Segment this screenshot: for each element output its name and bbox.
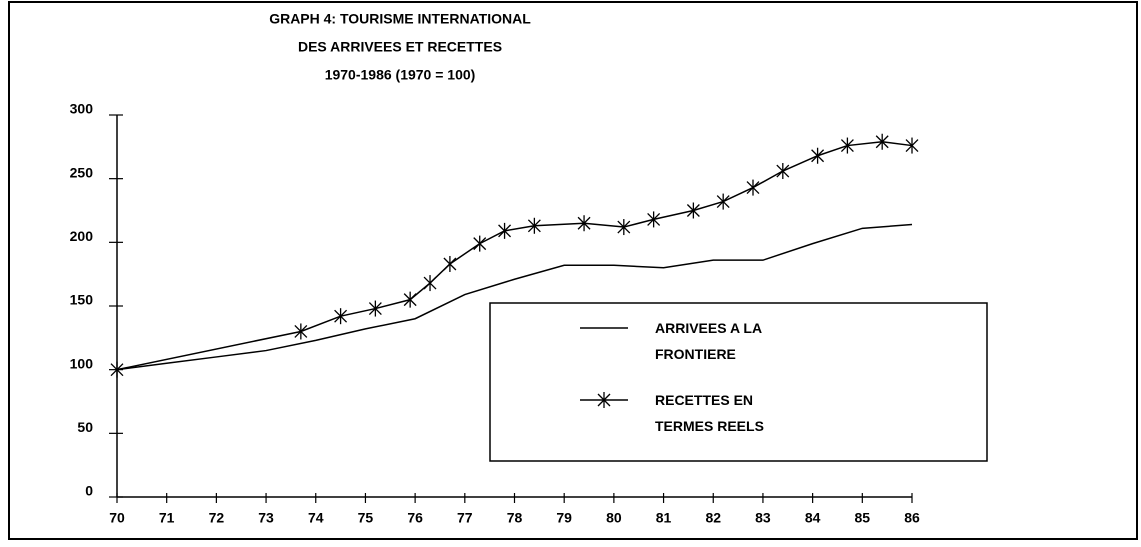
x-tick-label: 72 bbox=[209, 510, 225, 526]
marker bbox=[811, 147, 825, 164]
x-tick-label: 77 bbox=[457, 510, 473, 526]
marker bbox=[294, 323, 308, 340]
legend-label: ARRIVEES A LA FRONTIERE bbox=[655, 320, 762, 362]
legend-marker bbox=[597, 392, 611, 408]
chart-title: DES ARRIVEES ET RECETTES bbox=[298, 39, 502, 55]
x-tick-label: 78 bbox=[507, 510, 523, 526]
marker bbox=[334, 308, 348, 325]
x-tick-label: 82 bbox=[705, 510, 721, 526]
y-tick-label: 150 bbox=[70, 292, 94, 308]
marker bbox=[617, 219, 631, 236]
series-line bbox=[116, 223, 913, 371]
x-tick-label: 79 bbox=[556, 510, 572, 526]
marker bbox=[840, 137, 854, 154]
marker bbox=[686, 202, 700, 219]
x-tick-label: 70 bbox=[109, 510, 125, 526]
y-tick-label: 0 bbox=[85, 483, 93, 499]
frame bbox=[8, 1, 1138, 540]
y-tick-label: 250 bbox=[70, 164, 94, 180]
x-tick-label: 80 bbox=[606, 510, 622, 526]
x-tick-label: 86 bbox=[904, 510, 920, 526]
marker bbox=[498, 222, 512, 239]
marker bbox=[647, 211, 661, 228]
marker bbox=[368, 300, 382, 317]
y-tick-label: 100 bbox=[70, 355, 94, 371]
y-tick-label: 50 bbox=[77, 419, 93, 435]
marker bbox=[443, 255, 457, 272]
x-tick-label: 74 bbox=[308, 510, 324, 526]
legend-box bbox=[489, 302, 988, 462]
marker bbox=[110, 361, 124, 378]
y-tick-label: 200 bbox=[70, 228, 94, 244]
marker bbox=[905, 137, 919, 154]
marker bbox=[875, 133, 889, 150]
x-tick-label: 85 bbox=[855, 510, 871, 526]
marker bbox=[423, 275, 437, 292]
marker bbox=[776, 163, 790, 180]
x-tick-label: 81 bbox=[656, 510, 672, 526]
y-tick-label: 300 bbox=[70, 101, 94, 117]
marker bbox=[577, 215, 591, 232]
x-tick-label: 71 bbox=[159, 510, 175, 526]
marker bbox=[716, 193, 730, 210]
x-tick-label: 75 bbox=[358, 510, 374, 526]
legend-label: RECETTES EN TERMES REELS bbox=[655, 392, 764, 434]
x-tick-label: 73 bbox=[258, 510, 274, 526]
marker bbox=[403, 291, 417, 308]
marker bbox=[527, 217, 541, 234]
marker bbox=[473, 235, 487, 252]
marker bbox=[746, 179, 760, 196]
chart-title: 1970-1986 (1970 = 100) bbox=[325, 67, 476, 83]
x-tick-label: 84 bbox=[805, 510, 821, 526]
chart-title: GRAPH 4: TOURISME INTERNATIONAL bbox=[269, 11, 531, 27]
x-tick-label: 76 bbox=[407, 510, 423, 526]
x-tick-label: 83 bbox=[755, 510, 771, 526]
